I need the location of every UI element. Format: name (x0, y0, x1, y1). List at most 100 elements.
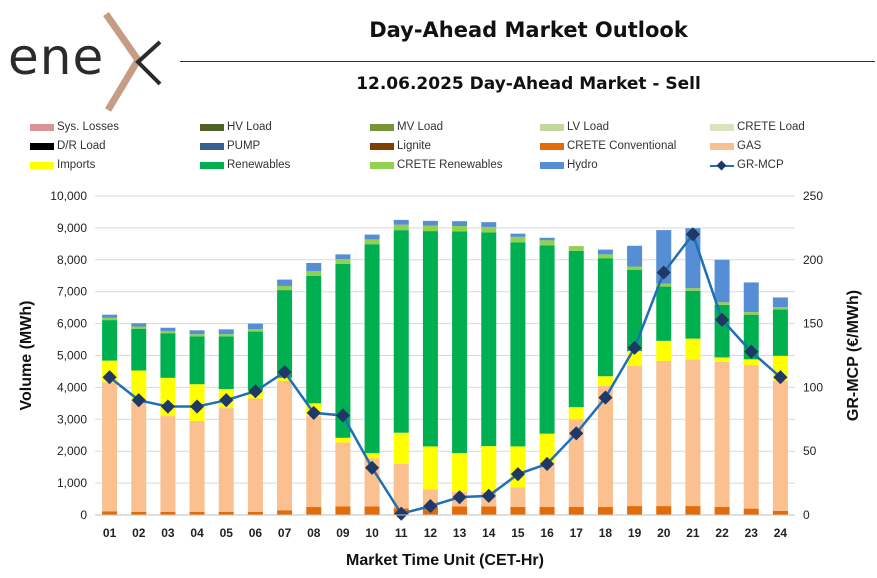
bar-segment (452, 231, 468, 454)
bar-segment (510, 233, 526, 237)
x-tick-label: 16 (540, 526, 554, 540)
x-tick-label: 21 (686, 526, 700, 540)
legend-swatch (30, 143, 54, 150)
bar-segment (772, 380, 788, 511)
y-tick-label: 6,000 (57, 317, 87, 331)
bar-segment (306, 416, 322, 508)
chart-axes: 0 1,000 2,000 3,000 4,000 5,000 6,000 7,000 8,00… (18, 189, 862, 569)
title-divider (180, 61, 875, 62)
legend-label: CRETE Conventional (567, 140, 677, 152)
gr-mcp-marker (715, 312, 730, 327)
x-tick-label: 01 (103, 526, 117, 540)
bar-segment (218, 329, 234, 335)
bar-segment (685, 338, 701, 360)
bar-segment (335, 259, 351, 264)
y2-tick-label: 0 (803, 508, 810, 522)
bar-segment (277, 290, 293, 378)
y-tick-label: 9,000 (57, 221, 87, 235)
gr-mcp-marker (598, 390, 613, 405)
x-tick-label: 09 (336, 526, 350, 540)
legend-swatch (200, 162, 224, 169)
y2-tick-label: 100 (803, 380, 823, 394)
bar-segment (364, 506, 380, 515)
y-tick-label: 8,000 (57, 253, 87, 267)
y-tick-label: 5,000 (57, 349, 87, 363)
bar-segment (102, 317, 118, 321)
x-tick-label: 12 (424, 526, 438, 540)
bar-segment (335, 437, 351, 443)
bar-segment (422, 220, 438, 226)
bar-segment (306, 275, 322, 404)
x-tick-label: 18 (599, 526, 613, 540)
legend-label: CRETE Load (737, 121, 805, 133)
bar-segment (189, 330, 205, 335)
legend-swatch (540, 124, 564, 131)
gr-mcp-marker (306, 405, 321, 420)
legend-swatch (30, 162, 54, 169)
bar-segment (627, 365, 643, 507)
gr-mcp-marker (394, 506, 409, 521)
y2-tick-label: 200 (803, 253, 823, 267)
x-tick-label: 24 (774, 526, 788, 540)
bar-segment (627, 506, 643, 515)
legend-label: HV Load (227, 121, 272, 133)
bar-segment (218, 334, 234, 337)
x-tick-label: 14 (482, 526, 496, 540)
bar-segment (335, 254, 351, 260)
x-tick-label: 19 (628, 526, 642, 540)
gr-mcp-marker (656, 265, 671, 280)
bar-segment (393, 219, 409, 225)
bar-segment (568, 507, 584, 515)
bar-segment (452, 453, 468, 493)
bar-segment (393, 224, 409, 231)
bar-segment (247, 331, 263, 391)
bar-segment (539, 240, 555, 246)
bar-segment (422, 225, 438, 232)
bar-segment (510, 507, 526, 515)
bar-segment (452, 225, 468, 232)
bar-segment (627, 269, 643, 352)
y-tick-label: 1,000 (57, 476, 87, 490)
bar-segment (364, 234, 380, 240)
gr-mcp-marker (277, 365, 292, 380)
bar-segment (685, 506, 701, 515)
legend-swatch (710, 143, 734, 150)
bar-segment (743, 365, 759, 509)
chart-line-series (102, 227, 788, 521)
bar-segment (481, 226, 497, 233)
bar-segment (656, 283, 672, 287)
bar-segment (393, 432, 409, 464)
y2-tick-label: 50 (803, 444, 817, 458)
legend-swatch (370, 124, 394, 131)
bar-segment (452, 506, 468, 515)
bar-segment (597, 258, 613, 377)
page-subtitle: 12.06.2025 Day-Ahead Market - Sell (356, 74, 701, 94)
bar-segment (393, 230, 409, 433)
bar-segment (422, 489, 438, 508)
bar-segment (277, 381, 293, 511)
legend-label: GR-MCP (737, 159, 784, 171)
bar-segment (160, 333, 176, 378)
x-tick-label: 15 (511, 526, 525, 540)
bar-segment (656, 360, 672, 507)
bar-segment (247, 323, 263, 330)
bar-segment (568, 250, 584, 408)
bar-segment (131, 326, 147, 329)
legend-swatch (710, 124, 734, 131)
bar-segment (131, 370, 147, 402)
bar-segment (568, 407, 584, 420)
bar-segment (335, 263, 351, 438)
gr-mcp-marker (773, 370, 788, 385)
bar-segment (597, 507, 613, 515)
bar-segment (189, 334, 205, 337)
bar-segment (218, 408, 234, 512)
gr-mcp-marker (452, 490, 467, 505)
x-axis-title: Market Time Unit (CET-Hr) (346, 552, 544, 569)
gr-mcp-marker (481, 488, 496, 503)
bar-segment (364, 239, 380, 245)
bar-segment (102, 382, 118, 512)
legend-label: Sys. Losses (57, 121, 119, 133)
bar-segment (160, 511, 176, 515)
bar-segment (102, 511, 118, 515)
